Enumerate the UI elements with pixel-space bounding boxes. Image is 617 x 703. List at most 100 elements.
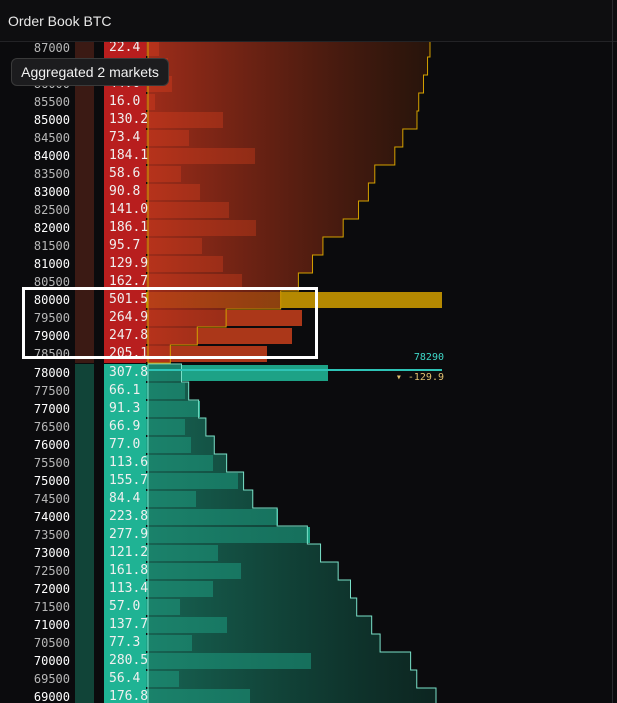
bid-depth-marker (75, 490, 94, 508)
ask-size-cell (104, 183, 146, 201)
ask-depth-marker (75, 39, 94, 57)
bid-size-cell (104, 472, 146, 490)
bid-depth-marker (75, 670, 94, 688)
ask-size-cell (104, 255, 146, 273)
ask-size: 22.4 (109, 40, 141, 55)
bid-price: 69500 (33, 672, 70, 686)
bid-row[interactable]: 76000 77.0 (0, 436, 612, 454)
ask-size-cell (104, 111, 146, 129)
ask-size-cell (104, 273, 146, 291)
bid-size: 223.8 (109, 509, 149, 524)
ask-size-cell (104, 327, 146, 345)
bid-size-cell (104, 382, 146, 400)
ask-size: 73.4 (109, 130, 141, 145)
bid-price: 78000 (33, 366, 70, 380)
ask-price: 79000 (33, 329, 70, 343)
ask-price: 79500 (33, 311, 70, 325)
bid-price: 72500 (33, 564, 70, 578)
spread-mid-line (148, 369, 442, 371)
ask-depth-marker (75, 201, 94, 219)
mid-price-label: 78290 (413, 352, 444, 363)
bid-price: 70500 (33, 636, 70, 650)
ask-price: 81500 (33, 239, 70, 253)
ask-size-cell (104, 237, 146, 255)
ask-size: 141.0 (109, 202, 149, 217)
bid-size-cell (104, 454, 146, 472)
bid-depth-marker (75, 526, 94, 544)
ask-depth-marker (75, 183, 94, 201)
ask-size: 184.1 (109, 148, 149, 163)
window-title: Order Book BTC (8, 13, 112, 29)
bid-size-cell (104, 580, 146, 598)
bid-price: 77000 (33, 402, 70, 416)
bid-size: 57.0 (109, 599, 141, 614)
ask-depth-marker (75, 273, 94, 291)
ask-depth-marker (75, 111, 94, 129)
bid-size: 56.4 (109, 671, 141, 686)
ask-depth-marker (75, 327, 94, 345)
ask-depth-marker (75, 219, 94, 237)
bid-size-cell (104, 670, 146, 688)
bid-price: 74500 (33, 492, 70, 506)
ask-depth-marker (75, 129, 94, 147)
bid-size-cell (104, 364, 146, 382)
ask-depth-marker (75, 165, 94, 183)
bid-size: 155.7 (109, 473, 149, 488)
ask-size: 501.5 (109, 292, 149, 307)
ask-size-cell (104, 129, 146, 147)
bid-size: 161.8 (109, 563, 149, 578)
bid-price: 74000 (33, 510, 70, 524)
bid-price: 75000 (33, 474, 70, 488)
bid-depth-marker (75, 472, 94, 490)
ask-depth-marker (75, 237, 94, 255)
bid-price: 71000 (33, 618, 70, 632)
spread-delta-label: ▾ -129.9 (395, 372, 444, 383)
ask-price: 81000 (33, 257, 70, 271)
bid-price: 69000 (33, 690, 70, 703)
bid-price: 76000 (33, 438, 70, 452)
bid-size-cell (104, 508, 146, 526)
bid-depth-marker (75, 454, 94, 472)
ask-size: 247.8 (109, 328, 149, 343)
bid-size: 77.3 (109, 635, 141, 650)
ask-size: 130.2 (109, 112, 149, 127)
ask-depth-marker (75, 309, 94, 327)
ask-price: 80000 (33, 293, 70, 307)
bid-price: 73000 (33, 546, 70, 560)
ask-size-cell (104, 93, 146, 111)
bid-depth-marker (75, 688, 94, 703)
bid-depth-marker (75, 382, 94, 400)
bid-depth-marker (75, 580, 94, 598)
bid-size: 280.5 (109, 653, 149, 668)
ask-price: 83000 (33, 185, 70, 199)
ask-row[interactable]: 85500 16.0 (0, 93, 612, 111)
bid-depth-marker (75, 634, 94, 652)
bid-size: 66.9 (109, 419, 141, 434)
ask-size-cell (104, 201, 146, 219)
bid-depth-marker (75, 616, 94, 634)
ask-size: 186.1 (109, 220, 149, 235)
depth-chart (147, 38, 437, 703)
ask-depth-marker (75, 93, 94, 111)
ask-price: 80500 (33, 275, 70, 289)
ask-size-cell (104, 39, 146, 57)
bid-depth-marker (75, 508, 94, 526)
ask-price: 85500 (33, 95, 70, 109)
bid-depth-area (147, 363, 437, 703)
bid-size: 137.7 (109, 617, 149, 632)
bid-size-cell (104, 544, 146, 562)
ask-size: 162.7 (109, 274, 149, 289)
ask-size: 264.9 (109, 310, 149, 325)
bid-price: 77500 (33, 384, 70, 398)
ask-size: 90.8 (109, 184, 141, 199)
ask-depth-marker (75, 255, 94, 273)
bid-size-cell (104, 490, 146, 508)
bid-size: 277.9 (109, 527, 149, 542)
ask-depth-area (147, 38, 431, 364)
ask-size-cell (104, 219, 146, 237)
window-border (612, 0, 613, 703)
ask-size-cell (104, 291, 146, 309)
ask-size: 58.6 (109, 166, 141, 181)
ask-price: 83500 (33, 167, 70, 181)
bid-size: 66.1 (109, 383, 141, 398)
